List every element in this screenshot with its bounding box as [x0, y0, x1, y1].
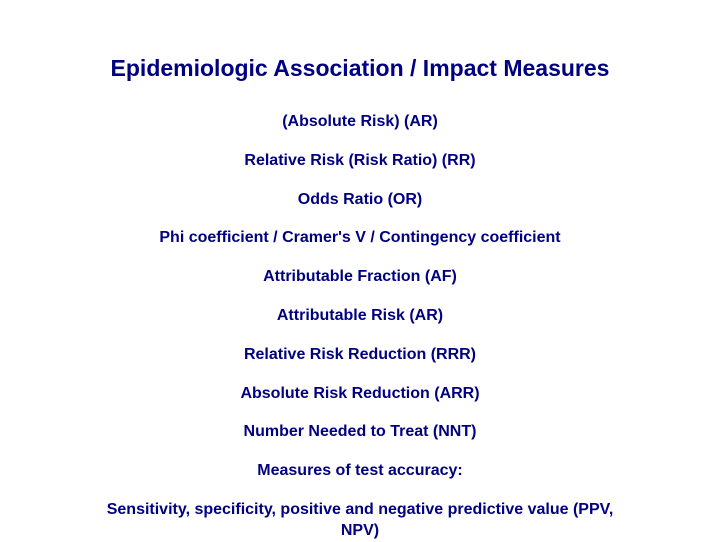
- list-item: Relative Risk (Risk Ratio) (RR): [0, 151, 720, 172]
- list-item: Odds Ratio (OR): [0, 190, 720, 211]
- list-item: Sensitivity, specificity, positive and n…: [0, 500, 720, 542]
- page-title: Epidemiologic Association / Impact Measu…: [0, 55, 720, 82]
- list-item: Attributable Risk (AR): [0, 306, 720, 327]
- list-item: Measures of test accuracy:: [0, 461, 720, 482]
- list-item: Relative Risk Reduction (RRR): [0, 345, 720, 366]
- list-item: (Absolute Risk) (AR): [0, 112, 720, 133]
- list-item: Phi coefficient / Cramer's V / Contingen…: [0, 228, 720, 249]
- list-item: Number Needed to Treat (NNT): [0, 422, 720, 443]
- list-item: Absolute Risk Reduction (ARR): [0, 384, 720, 405]
- list-item: Attributable Fraction (AF): [0, 267, 720, 288]
